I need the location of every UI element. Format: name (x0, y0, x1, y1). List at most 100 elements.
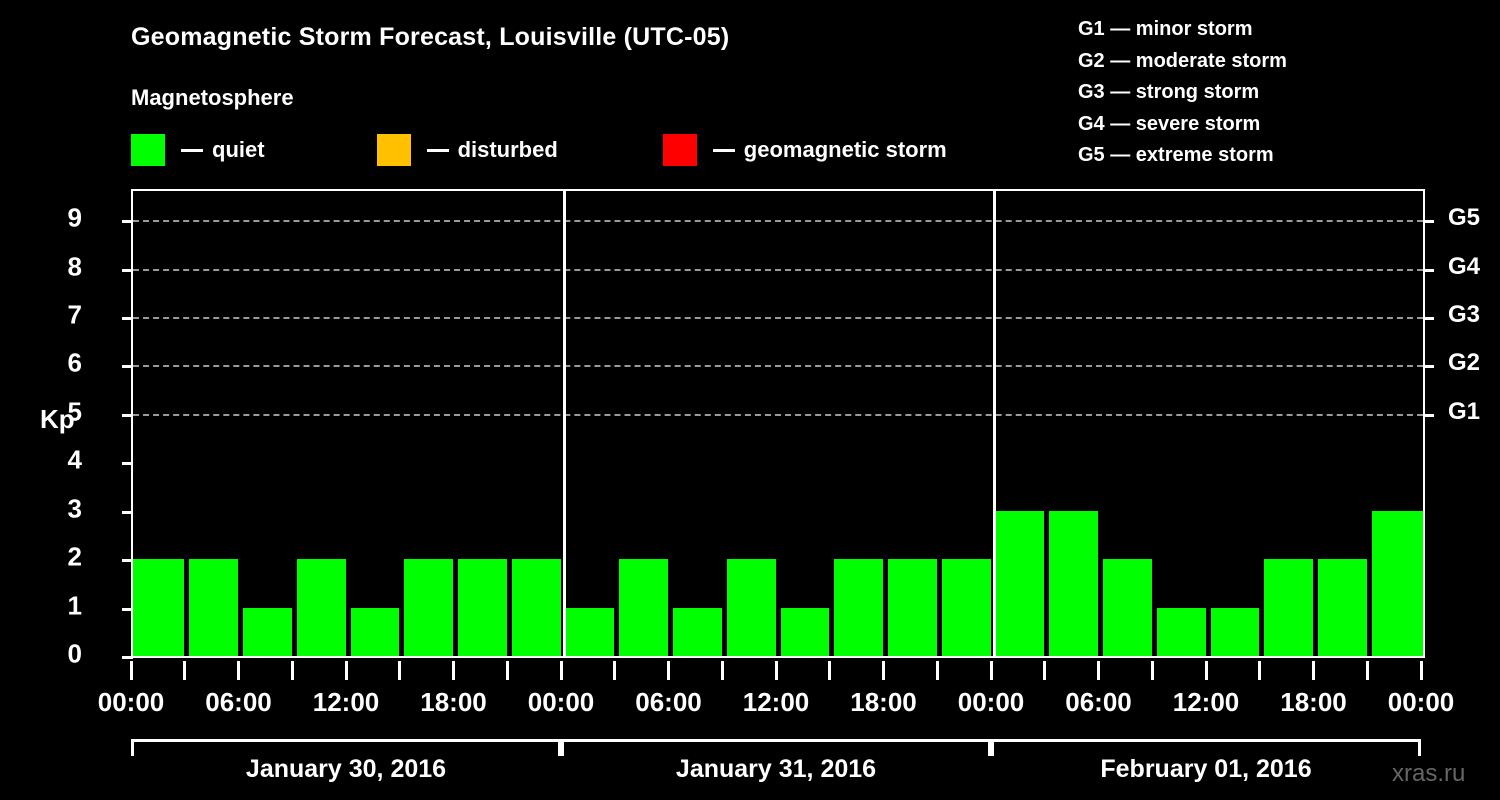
x-tick (1150, 661, 1154, 680)
y-tick-label-6: 6 (67, 347, 82, 378)
legend-item-disturbed: disturbed (376, 134, 558, 166)
right-tick-label-G4: G4 (1448, 252, 1481, 280)
magnetosphere-legend: quiet disturbed geomagnetic storm (131, 133, 947, 167)
x-tick-label: 00:00 (1387, 687, 1455, 717)
y-tick-5 (122, 413, 133, 417)
x-tick (1204, 661, 1208, 680)
bar-slot (993, 191, 1047, 656)
x-tick (452, 661, 455, 680)
bar (1156, 607, 1206, 656)
x-tick (1312, 661, 1315, 680)
x-tick-label: 00:00 (527, 687, 595, 717)
x-tick-label: 06:00 (205, 687, 272, 717)
x-tick (935, 661, 939, 680)
bar (1318, 559, 1367, 656)
bar (404, 559, 453, 656)
x-tick-label: 18:00 (420, 687, 487, 717)
date-label: January 30, 2016 (245, 755, 447, 783)
g-scale-row-4: G4 — severe storm (1078, 112, 1261, 135)
x-tick (720, 661, 724, 680)
right-tick-G4 (1423, 268, 1434, 272)
bar (243, 607, 292, 656)
day-separator (993, 191, 996, 656)
y-tick-2 (122, 559, 133, 563)
bar (619, 559, 668, 656)
y-tick-7 (122, 316, 133, 320)
bar-slot (1101, 191, 1155, 656)
x-tick (344, 661, 348, 680)
x-tick (1365, 661, 1369, 680)
y-tick-label-2: 2 (67, 541, 82, 572)
legend-dash-icon (426, 148, 449, 152)
x-tick (237, 661, 240, 680)
x-tick (613, 661, 617, 680)
bar-series (133, 191, 1423, 656)
series-title: Magnetosphere (131, 85, 294, 110)
bar (350, 607, 400, 656)
bar-slot (939, 191, 993, 656)
y-tick-label-7: 7 (67, 299, 82, 330)
x-tick (505, 661, 509, 680)
x-tick-label: 00:00 (97, 687, 165, 717)
right-tick-label-G5: G5 (1448, 204, 1481, 232)
y-tick-4 (122, 462, 133, 466)
bar (941, 559, 991, 656)
bar (673, 607, 722, 656)
right-tick-G3 (1423, 316, 1434, 320)
x-tick (290, 661, 294, 680)
watermark: xras.ru (1392, 760, 1466, 787)
bar-slot (1208, 191, 1262, 656)
bar (1049, 510, 1098, 656)
bar (511, 559, 561, 656)
x-tick (667, 661, 670, 680)
bar-slot (1369, 191, 1423, 656)
g-scale-row-2: G2 — moderate storm (1078, 49, 1287, 72)
bar-slot (294, 191, 348, 656)
gridline-kp-5 (133, 413, 1423, 416)
legend-item-label: quiet (212, 137, 265, 162)
bar-slot (402, 191, 456, 656)
bar-slot (456, 191, 510, 656)
legend-item-label: disturbed (457, 137, 558, 162)
bar-slot (886, 191, 940, 656)
y-tick-3 (122, 510, 133, 514)
date-bracket (561, 739, 991, 756)
bar-slot (133, 191, 187, 656)
y-tick-6 (122, 365, 133, 369)
x-tick (1043, 661, 1047, 680)
right-tick-label-G2: G2 (1448, 349, 1481, 377)
bar-slot (509, 191, 563, 656)
y-tick-9 (122, 220, 133, 224)
right-tick-label-G3: G3 (1448, 300, 1481, 328)
gridline-kp-8 (133, 268, 1423, 271)
bar (780, 607, 830, 656)
x-tick (129, 661, 133, 680)
bar (189, 559, 238, 656)
bar-slot (617, 191, 671, 656)
bar (834, 559, 883, 656)
bar-slot (187, 191, 241, 656)
bar (296, 559, 346, 656)
bar-slot (563, 191, 617, 656)
bar-slot (778, 191, 832, 656)
bar (1371, 510, 1423, 656)
bar-slot (1154, 191, 1208, 656)
g-scale-legend: G1 — minor storm G2 — moderate storm G3 — … (1078, 14, 1287, 172)
bar (1210, 607, 1260, 656)
bar-slot (724, 191, 778, 656)
y-tick-8 (122, 268, 133, 272)
x-tick-label: 12:00 (742, 687, 810, 717)
bar (726, 559, 776, 656)
date-bracket (991, 739, 1421, 756)
date-label: February 01, 2016 (1100, 755, 1312, 783)
bar-slot (1262, 191, 1316, 656)
legend-item-geomagnetic-storm: geomagnetic storm (662, 134, 947, 166)
bar (133, 559, 185, 656)
y-tick-label-5: 5 (67, 396, 82, 427)
day-separator (563, 191, 566, 656)
y-tick-label-4: 4 (67, 444, 82, 475)
bar (1264, 559, 1313, 656)
bar-slot (241, 191, 295, 656)
legend-swatch-icon (131, 134, 165, 166)
